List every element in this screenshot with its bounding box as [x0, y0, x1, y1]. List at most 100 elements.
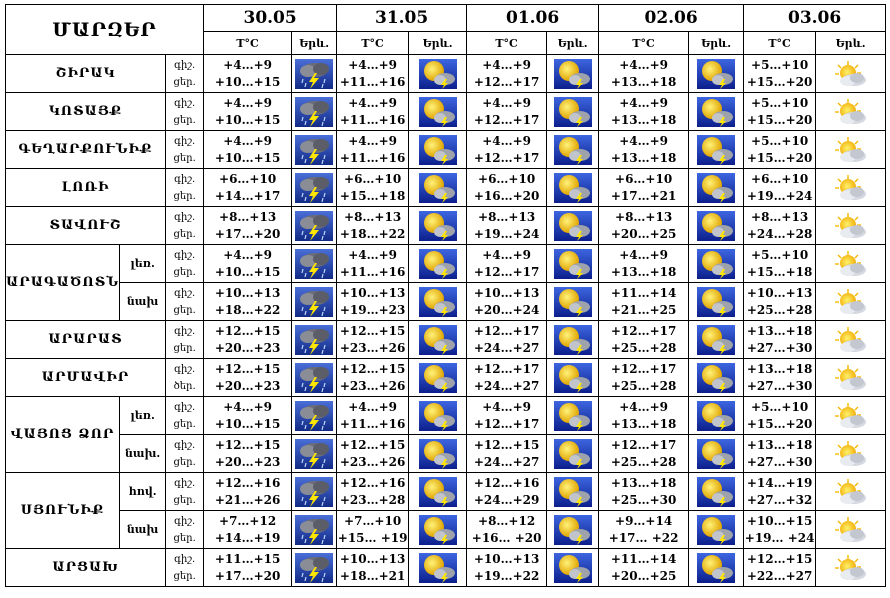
- day-temperature: +23…+28: [339, 492, 406, 507]
- night-temperature: +9…+14: [615, 513, 673, 528]
- sun-cloud-thunder-icon: [689, 552, 743, 583]
- temperature-cell: +9…+14 +17… +22: [598, 510, 690, 549]
- weather-cell: [546, 206, 600, 245]
- sun-cloud-thunder-icon: [547, 476, 598, 507]
- weather-cell: [546, 472, 600, 511]
- temperature-cell: +11…+14 +20…+25: [598, 548, 690, 587]
- date-header: 01.06: [466, 4, 600, 32]
- day-temperature: +17…+21: [610, 188, 677, 203]
- time-labels: գիշ. ցեր.: [165, 320, 205, 359]
- subregion-name: լեռ.: [119, 244, 167, 283]
- partly-cloudy-icon: [816, 211, 885, 241]
- night-label: գիշ.: [174, 363, 196, 375]
- night-label: գիշ.: [174, 553, 196, 565]
- thunderstorm-icon: [292, 438, 336, 469]
- night-label: գիշ.: [174, 439, 196, 451]
- temperature-cell: +12…+17 +25…+28: [598, 320, 690, 359]
- temperature-cell: +12…+15 +22…+27: [743, 548, 817, 587]
- region-name: ՇԻՐԱԿ: [4, 54, 167, 93]
- day-temperature: +17… +22: [608, 530, 679, 545]
- day-temperature: +12…+17: [473, 112, 540, 127]
- partly-cloudy-icon: [816, 135, 885, 165]
- night-temperature: +10…+15: [746, 513, 813, 528]
- day-temperature: +13…+18: [610, 112, 677, 127]
- weather-cell: [815, 396, 887, 435]
- day-temperature: +20…+24: [473, 302, 540, 317]
- weather-cell: [688, 472, 745, 511]
- night-temperature: +8…+13: [615, 209, 673, 224]
- temperature-cell: +6…+10 +16…+20: [466, 168, 548, 207]
- night-temperature: +4…+9: [223, 133, 273, 148]
- day-temperature: +13…+18: [610, 74, 677, 89]
- weather-cell: [291, 548, 338, 587]
- day-temperature: +15… +19: [337, 530, 408, 545]
- temperature-cell: +12…+17 +24…+27: [466, 358, 548, 397]
- temperature-cell: +4…+9 +10…+15: [203, 396, 293, 435]
- temperature-cell: +4…+9 +13…+18: [598, 130, 690, 169]
- temperature-cell: +10…+13 +18…+21: [336, 548, 410, 587]
- sun-cloud-thunder-icon: [409, 58, 466, 89]
- weather-cell: [291, 92, 338, 131]
- day-label: ցեր.: [173, 304, 196, 316]
- temperature-cell: +12…+15 +20…+23: [203, 434, 293, 473]
- temperature-cell: +10…+13 +19…+23: [336, 282, 410, 321]
- temperature-cell: +4…+9 +13…+18: [598, 396, 690, 435]
- temperature-cell: +6…+10 +14…+17: [203, 168, 293, 207]
- night-temperature: +4…+9: [348, 247, 398, 262]
- night-temperature: +4…+9: [482, 247, 532, 262]
- partly-cloudy-icon: [816, 401, 885, 431]
- thunderstorm-icon: [292, 400, 336, 431]
- day-label: ցեր.: [173, 532, 196, 544]
- night-temperature: +4…+9: [348, 57, 398, 72]
- night-temperature: +13…+18: [610, 475, 677, 490]
- night-temperature: +10…+13: [339, 551, 406, 566]
- day-temperature: +20…+25: [610, 568, 677, 583]
- temperature-cell: +6…+10 +19…+24: [743, 168, 817, 207]
- thunderstorm-icon: [292, 248, 336, 279]
- night-temperature: +4…+9: [482, 95, 532, 110]
- day-temperature: +19…+24: [746, 188, 813, 203]
- temperature-header: T°C: [466, 31, 548, 55]
- weather-cell: [408, 472, 468, 511]
- thunderstorm-icon: [292, 552, 336, 583]
- night-temperature: +13…+18: [746, 323, 813, 338]
- day-temperature: +23…+26: [339, 340, 406, 355]
- temperature-cell: +10…+13 +19…+22: [466, 548, 548, 587]
- day-temperature: +15…+18: [339, 188, 406, 203]
- night-temperature: +4…+9: [223, 95, 273, 110]
- sun-cloud-thunder-icon: [547, 514, 598, 545]
- day-temperature: +24…+28: [746, 226, 813, 241]
- time-labels: գիշ. ցեր.: [165, 206, 205, 245]
- sun-cloud-thunder-icon: [409, 324, 466, 355]
- table-row: ԱՐԱԳԱԾՈՏՆ լեռ. գիշ. ցեր. +4…+9 +10…+15 +4…+9 +1…: [4, 244, 887, 321]
- temperature-cell: +12…+15 +20…+23: [203, 320, 293, 359]
- night-temperature: +10…+13: [473, 551, 540, 566]
- sun-cloud-thunder-icon: [547, 362, 598, 393]
- temperature-cell: +5…+10 +15…+18: [743, 244, 817, 283]
- weather-cell: [408, 396, 468, 435]
- temperature-cell: +4…+9 +10…+15: [203, 54, 293, 93]
- weather-cell: [688, 548, 745, 587]
- temperature-cell: +4…+9 +11…+16: [336, 54, 410, 93]
- temperature-cell: +5…+10 +15…+20: [743, 130, 817, 169]
- day-temperature: +24…+29: [473, 492, 540, 507]
- weather-cell: [546, 168, 600, 207]
- weather-cell: [408, 244, 468, 283]
- night-temperature: +4…+9: [619, 57, 669, 72]
- weather-cell: [408, 510, 468, 549]
- temperature-cell: +4…+9 +11…+16: [336, 244, 410, 283]
- weather-cell: [815, 320, 887, 359]
- weather-cell: [546, 244, 600, 283]
- weather-cell: [815, 130, 887, 169]
- day-temperature: +18…+22: [339, 226, 406, 241]
- night-temperature: +11…+14: [610, 551, 677, 566]
- thunderstorm-icon: [292, 514, 336, 545]
- thunderstorm-icon: [292, 476, 336, 507]
- weather-cell: [815, 510, 887, 549]
- weather-cell: [688, 130, 745, 169]
- temperature-cell: +4…+9 +10…+15: [203, 244, 293, 283]
- temperature-cell: +8…+13 +24…+28: [743, 206, 817, 245]
- sun-cloud-thunder-icon: [409, 210, 466, 241]
- region-name: ՎԱՅՈՑ ՁՈՐ: [4, 396, 121, 473]
- day-temperature: +16…+20: [473, 188, 540, 203]
